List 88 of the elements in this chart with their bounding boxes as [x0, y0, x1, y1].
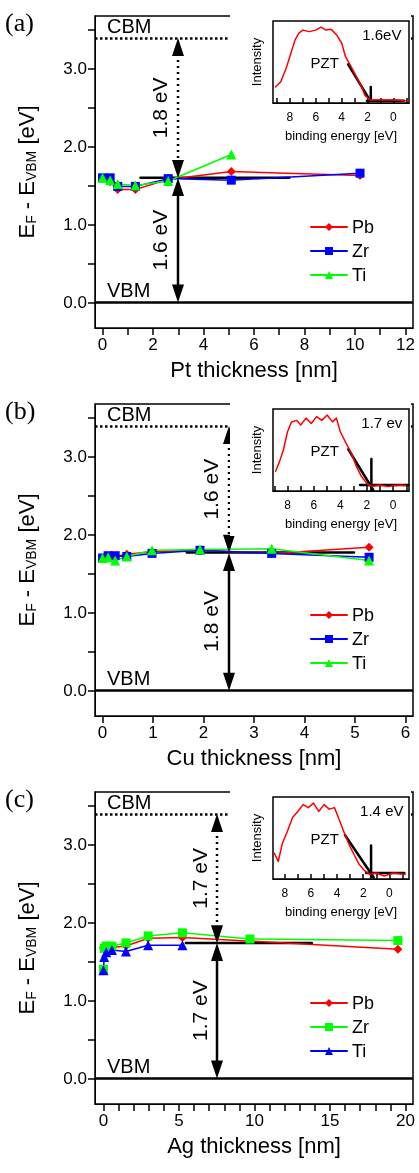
x-tick-label: 6 — [249, 335, 259, 354]
y-tick-label: 0.0 — [63, 1068, 87, 1088]
annotation: 1.6 eV — [199, 458, 223, 520]
legend-label: Zr — [351, 241, 369, 261]
legend-label: Zr — [351, 1017, 369, 1037]
x-tick-label: 10 — [345, 335, 365, 354]
y-tick-label: 2.0 — [63, 137, 87, 157]
x-tick-label: 15 — [320, 1111, 340, 1130]
y-tick-label: 2.0 — [63, 913, 87, 933]
legend-label: Ti — [351, 653, 367, 673]
annotation: PZT — [310, 53, 339, 71]
x-tick-label: 20 — [395, 1111, 415, 1130]
y-tick-label: 1.0 — [63, 991, 87, 1011]
legend-label: Pb — [351, 605, 375, 625]
annotation: 1.4 eV — [360, 801, 404, 819]
x-tick-label: 0 — [389, 498, 397, 512]
y-tick-label: 3.0 — [63, 59, 87, 79]
ref-line-label: VBM — [107, 279, 151, 302]
x-tick-label: 6 — [312, 110, 320, 124]
annotation: 1.7 eV — [187, 980, 211, 1041]
annotation: 1.6eV — [362, 25, 402, 43]
x-tick-label: 2 — [363, 498, 371, 512]
annotation: PZT — [310, 441, 339, 459]
x-axis-title: binding energy [eV] — [284, 904, 398, 919]
x-tick-label: 6 — [400, 723, 411, 742]
x-tick-label: 0 — [97, 335, 108, 354]
x-tick-label: 2 — [359, 886, 367, 900]
ref-line-label: CBM — [107, 402, 152, 425]
x-tick-label: 2 — [198, 723, 209, 742]
annotation: 1.8 eV — [148, 77, 172, 139]
y-tick-label: 3.0 — [63, 447, 87, 467]
y-tick-label: 1.0 — [63, 603, 87, 623]
y-axis-title: EF - EVBM [eV] — [13, 493, 39, 627]
x-tick-label: 8 — [299, 335, 310, 354]
legend-label: Pb — [351, 993, 375, 1013]
y-axis-title: EF - EVBM [eV] — [13, 881, 39, 1015]
x-tick-label: 10 — [244, 1111, 264, 1130]
y-tick-label: 0.0 — [63, 292, 87, 312]
x-axis-title: Pt thickness [nm] — [170, 356, 338, 382]
y-tick-label: 0.0 — [63, 680, 87, 700]
x-tick-label: 6 — [310, 498, 318, 512]
x-tick-label: 12 — [395, 335, 415, 354]
x-tick-label: 4 — [299, 723, 310, 742]
x-tick-label: 4 — [337, 498, 344, 512]
x-tick-label: 4 — [333, 886, 341, 900]
x-tick-label: 0 — [386, 886, 394, 900]
ref-line-label: CBM — [107, 790, 152, 813]
x-axis-title: binding energy [eV] — [284, 128, 398, 143]
chart-title: (a) — [5, 7, 34, 37]
x-tick-label: 8 — [284, 498, 292, 512]
legend-label: Zr — [351, 629, 369, 649]
x-tick-label: 4 — [338, 110, 346, 124]
x-tick-label: 8 — [281, 886, 289, 900]
annotation: 1.6 eV — [148, 209, 172, 271]
y-tick-label: 2.0 — [63, 525, 87, 545]
x-tick-label: 4 — [198, 335, 209, 354]
chart-title: (c) — [5, 783, 34, 813]
x-tick-label: 6 — [307, 886, 315, 900]
annotation: 1.7 ev — [361, 413, 403, 431]
legend-label: Ti — [351, 1041, 367, 1061]
x-tick-label: 2 — [148, 335, 158, 354]
y-tick-label: 1.0 — [63, 215, 87, 235]
ref-line-label: VBM — [107, 667, 151, 690]
chart-title: (b) — [5, 395, 36, 425]
x-axis-title: Ag thickness [nm] — [167, 1132, 341, 1158]
x-tick-label: 1 — [148, 723, 158, 742]
x-tick-label: 5 — [174, 1111, 184, 1130]
x-axis-title: Cu thickness [nm] — [166, 744, 342, 770]
x-tick-label: 0 — [390, 110, 398, 124]
x-tick-label: 0 — [97, 723, 108, 742]
y-axis-title: Intensity — [249, 37, 264, 87]
annotation: PZT — [310, 829, 339, 847]
annotation: 1.7 eV — [187, 848, 211, 909]
x-tick-label: 0 — [98, 1111, 109, 1130]
annotation: 1.8 eV — [199, 591, 223, 652]
x-tick-label: 5 — [350, 723, 360, 742]
x-axis-title: binding energy [eV] — [284, 516, 398, 531]
legend-label: Ti — [351, 265, 367, 285]
legend-label: Pb — [351, 217, 375, 237]
ref-line-label: CBM — [107, 14, 152, 37]
x-tick-label: 2 — [364, 110, 372, 124]
y-axis-title: Intensity — [249, 425, 264, 475]
y-tick-label: 3.0 — [63, 835, 87, 855]
x-tick-label: 3 — [249, 723, 259, 742]
ref-line-label: VBM — [107, 1055, 151, 1078]
x-tick-label: 8 — [286, 110, 294, 124]
y-axis-title: Intensity — [249, 813, 264, 863]
y-axis-title: EF - EVBM [eV] — [13, 105, 39, 239]
